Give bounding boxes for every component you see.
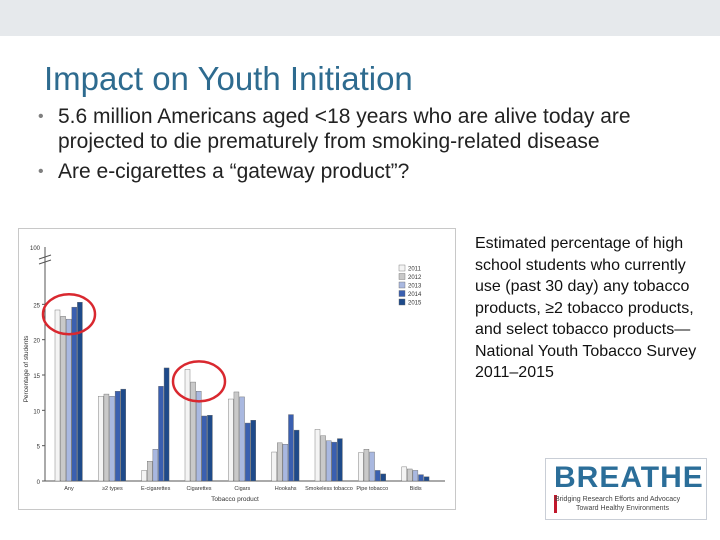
y-tick-label: 0 xyxy=(37,480,41,486)
legend-swatch xyxy=(398,281,406,289)
bar xyxy=(293,429,300,482)
bullet-text: 5.6 million Americans aged <18 years who… xyxy=(58,105,631,153)
bar xyxy=(250,420,256,482)
bar xyxy=(337,438,343,482)
x-tick-label: ≥2 types xyxy=(102,486,123,492)
bar xyxy=(418,474,424,482)
bar xyxy=(412,470,419,482)
bar xyxy=(147,461,153,482)
bar xyxy=(423,476,430,482)
bullet-dot-icon: • xyxy=(38,163,44,180)
bar xyxy=(98,395,104,482)
y-tick-label: 5 xyxy=(37,445,41,451)
bar xyxy=(141,470,147,482)
y-tick-label: 15 xyxy=(33,374,40,380)
bar xyxy=(60,316,66,482)
axis-break-mark xyxy=(38,254,52,260)
bar xyxy=(201,415,208,482)
bar xyxy=(358,452,364,482)
bar xyxy=(184,369,191,482)
bar xyxy=(66,318,72,482)
x-tick-label: Bidis xyxy=(410,486,422,492)
y-axis-label: Percentage of students xyxy=(23,335,30,403)
bullet-text: Are e-cigarettes a “gateway product”? xyxy=(58,160,410,183)
bar xyxy=(207,415,213,482)
bar xyxy=(407,468,413,482)
bar xyxy=(54,309,61,482)
x-tick-label: E-cigarettes xyxy=(141,486,171,492)
logo-wordmark: BREATHE xyxy=(554,461,704,494)
bar xyxy=(374,470,381,482)
bar-chart: 0 5 10 15 20 25 100 Percentage of students Any ≥2… xyxy=(18,228,456,510)
y-tick-label: 10 xyxy=(33,409,40,415)
bar xyxy=(114,391,121,482)
x-tick-label: Cigarettes xyxy=(186,486,211,492)
y-tick-label: 25 xyxy=(33,303,40,309)
bar xyxy=(195,391,202,482)
bullet-item: • 5.6 million Americans aged <18 years wh… xyxy=(30,104,690,154)
legend-swatch xyxy=(398,290,406,297)
bar xyxy=(271,451,277,482)
bar xyxy=(120,388,126,482)
bar xyxy=(282,444,289,482)
bar xyxy=(326,440,332,482)
legend-label: 2012 xyxy=(408,275,422,281)
bar xyxy=(228,398,234,482)
bar xyxy=(277,442,283,482)
bar xyxy=(320,435,326,482)
bar xyxy=(363,448,370,482)
bullet-item: • Are e-cigarettes a “gateway product”? xyxy=(30,159,690,184)
bullet-list: • 5.6 million Americans aged <18 years wh… xyxy=(30,104,690,189)
axis-break-mark xyxy=(38,259,52,265)
highlight-circle xyxy=(41,292,97,336)
bar xyxy=(152,448,159,482)
bar xyxy=(401,466,407,482)
bar-chart-svg: 0 5 10 15 20 25 100 Percentage of students Any ≥2… xyxy=(23,246,445,503)
highlight-circle xyxy=(171,360,227,403)
bar xyxy=(103,393,110,482)
bar xyxy=(380,473,386,482)
bar xyxy=(314,429,321,482)
bar xyxy=(158,386,164,482)
x-tick-label: Smokeless tobacco xyxy=(305,486,353,492)
legend-swatch xyxy=(398,273,406,280)
legend-label: 2011 xyxy=(408,267,422,273)
legend-label: 2015 xyxy=(408,301,422,307)
bar xyxy=(288,414,294,482)
bar xyxy=(163,367,170,482)
y-tick-label: 20 xyxy=(33,339,40,345)
header-band xyxy=(0,0,720,36)
bullet-dot-icon: • xyxy=(38,108,44,125)
logo-accent-bar xyxy=(554,495,557,513)
legend-label: 2013 xyxy=(408,284,422,290)
legend-swatch xyxy=(398,298,406,306)
x-tick-label: Pipe tobacco xyxy=(356,486,388,492)
bar xyxy=(369,451,375,482)
slide-title: Impact on Youth Initiation xyxy=(44,60,413,97)
bar xyxy=(244,422,251,482)
logo-tagline-1: Bridging Research Efforts and Advocacy xyxy=(555,496,681,503)
legend-swatch xyxy=(398,264,406,272)
legend-label: 2014 xyxy=(408,292,422,298)
bar xyxy=(109,395,115,482)
chart-caption: Estimated percentage of high school stud… xyxy=(475,235,697,381)
bar xyxy=(233,391,240,482)
breathe-logo: BREATHE Bridging Research Efforts and Ad… xyxy=(545,458,707,520)
bar xyxy=(77,302,83,482)
logo-tagline-2: Toward Healthy Environments xyxy=(576,505,669,512)
x-tick-label: Cigars xyxy=(234,486,250,492)
y-tick-label: 100 xyxy=(30,246,41,252)
bar xyxy=(239,396,245,482)
x-tick-label: Hookahs xyxy=(275,486,297,492)
bar xyxy=(71,306,77,482)
bar xyxy=(331,441,337,482)
bar xyxy=(190,381,196,482)
x-axis-label: Tobacco product xyxy=(211,496,259,503)
x-tick-label: Any xyxy=(64,486,74,492)
